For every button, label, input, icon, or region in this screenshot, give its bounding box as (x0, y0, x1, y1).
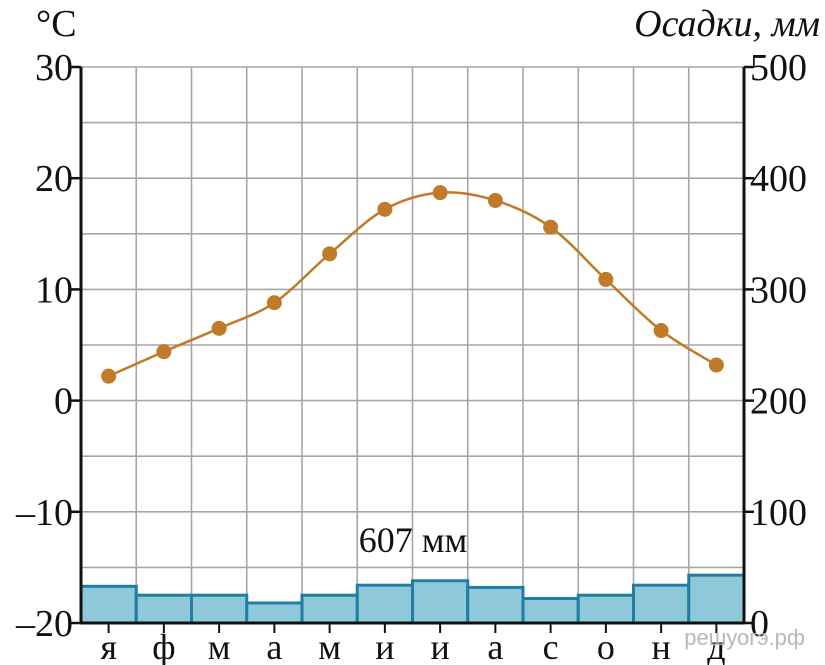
month-label: о (597, 627, 615, 665)
axes (79, 67, 746, 625)
temperature-point (653, 323, 669, 339)
precipitation-bar (190, 593, 249, 625)
temperature-point (211, 320, 227, 336)
temperature-tick-label: 30 (35, 47, 73, 89)
precipitation-bar (687, 573, 746, 625)
month-label: я (100, 627, 117, 665)
temperature-point (487, 192, 503, 208)
month-label: ф (152, 627, 175, 665)
precipitation-bar (411, 579, 470, 625)
temperature-tick-labels: 30 20 10 0 –10 –20 (15, 47, 81, 645)
precipitation-bar (300, 593, 359, 625)
precipitation-tick-label: 400 (750, 158, 807, 200)
temperature-tick-label: 20 (35, 158, 73, 200)
month-label: а (487, 627, 503, 665)
temperature-point (598, 271, 614, 287)
precipitation-tick-label: 0 (750, 603, 769, 645)
temperature-point (156, 344, 172, 360)
watermark: решуогэ.рф (684, 625, 805, 650)
grid-lines (81, 66, 744, 624)
precipitation-bar (355, 583, 414, 625)
precipitation-bar (79, 584, 138, 625)
precipitation-bar (466, 585, 525, 625)
precipitation-tick-label: 100 (750, 492, 807, 534)
total-precipitation-annotation: 607 мм (359, 520, 468, 560)
precipitation-tick-label: 200 (750, 381, 807, 423)
month-label: м (208, 627, 231, 665)
precipitation-tick-labels: 500 400 300 200 100 0 (744, 47, 807, 645)
month-label: и (430, 627, 449, 665)
temperature-tick-label: –20 (15, 603, 73, 645)
temperature-point (432, 185, 448, 201)
precipitation-bar (245, 601, 304, 625)
month-label: н (651, 627, 670, 665)
temperature-tick-label: 10 (35, 269, 73, 311)
temperature-point (543, 219, 559, 235)
temperature-point (322, 246, 338, 262)
precipitation-bar (576, 593, 635, 625)
temperature-point (266, 295, 282, 311)
precipitation-bar (134, 593, 193, 625)
month-label: а (266, 627, 282, 665)
month-label: с (543, 627, 559, 665)
month-label: и (375, 627, 394, 665)
precipitation-bars (79, 573, 746, 625)
precipitation-unit-label: Осадки, мм (634, 3, 820, 45)
precipitation-tick-label: 500 (750, 47, 807, 89)
precipitation-bar (632, 583, 691, 625)
temperature-unit-label: °C (36, 3, 77, 45)
temperature-point (708, 357, 724, 373)
temperature-points (101, 185, 724, 384)
precipitation-tick-label: 300 (750, 269, 807, 311)
month-label: д (707, 627, 725, 665)
month-label: м (318, 627, 341, 665)
precipitation-bar (521, 597, 580, 625)
temperature-point (377, 201, 393, 217)
temperature-tick-label: 0 (54, 381, 73, 423)
temperature-point (101, 368, 117, 384)
temperature-tick-label: –10 (15, 492, 73, 534)
